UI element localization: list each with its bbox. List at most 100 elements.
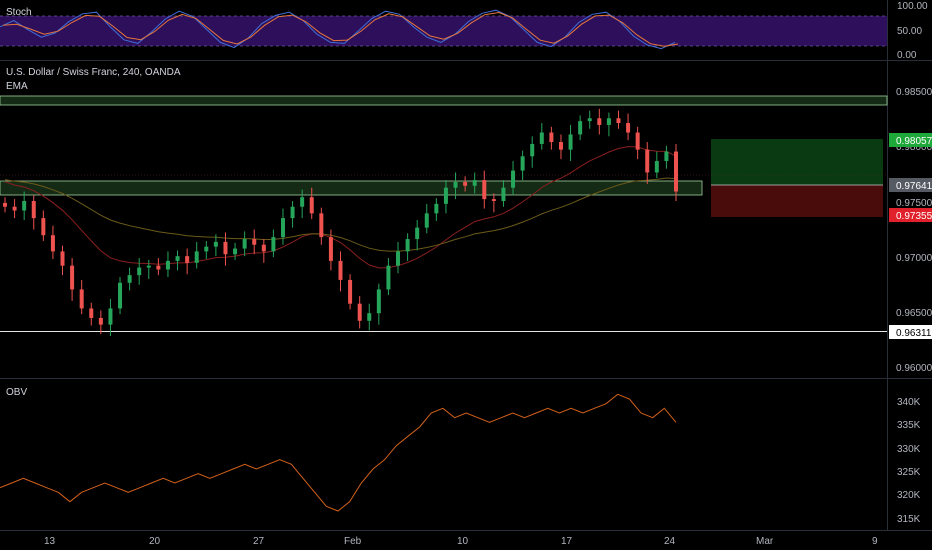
candle-body (252, 239, 257, 245)
candle-body (261, 244, 266, 252)
candle-body (606, 118, 611, 125)
stoch-scale-0: 0.00 (897, 50, 917, 61)
current-price-tag (889, 178, 932, 192)
obv-tick-2: 330K (897, 444, 921, 455)
stoch-panel[interactable]: Stoch 100.00 50.00 0.00 (0, 1, 928, 61)
candle-body (654, 161, 659, 173)
time-axis[interactable]: 13 20 27 Feb 10 17 24 Mar 9 (44, 536, 878, 547)
ema-line-fast (4, 146, 677, 269)
indicator-label: EMA (6, 81, 28, 92)
obv-tick-1: 335K (897, 420, 921, 431)
candle-body (70, 265, 75, 290)
stop-price-text: 0.97355 (896, 211, 932, 222)
x-tick-8: 9 (872, 536, 878, 547)
candle-body (194, 251, 199, 263)
stoch-title: Stoch (6, 7, 32, 18)
obv-panel[interactable]: OBV 340K 335K 330K 325K 320K 315K (0, 387, 921, 525)
candle-body (309, 197, 314, 214)
target-price-text: 0.98057 (896, 136, 932, 147)
candle-body (319, 213, 324, 238)
price-tick-2: 0.97500 (896, 198, 932, 209)
candle-body (616, 118, 621, 124)
candle-body (108, 308, 113, 325)
candle-body (204, 246, 209, 252)
target-zone[interactable] (711, 139, 883, 185)
main-title: U.S. Dollar / Swiss Franc, 240, OANDA (6, 67, 181, 78)
target-price-tag (889, 133, 932, 147)
candle-body (664, 151, 669, 162)
candle-body (645, 149, 650, 173)
candle-body (396, 251, 401, 266)
candle-body (233, 248, 238, 255)
candle-body (165, 260, 170, 270)
main-panel[interactable]: U.S. Dollar / Swiss Franc, 240, OANDA EM… (0, 67, 932, 374)
support-zone[interactable] (0, 180, 703, 196)
candle-body (348, 279, 353, 304)
candle-body (367, 313, 372, 321)
obv-title: OBV (6, 387, 27, 398)
candle-body (137, 267, 142, 276)
candle-body (558, 142, 563, 150)
candle-body (386, 265, 391, 290)
candle-body (578, 121, 583, 135)
price-tick-4: 0.96500 (896, 308, 932, 319)
candle-body (338, 260, 343, 280)
candle-body (118, 282, 123, 309)
candle-body (424, 213, 429, 228)
candle-body (60, 251, 65, 266)
candle-body (472, 180, 477, 186)
support-price-tag (889, 325, 932, 339)
candle-body (280, 218, 285, 238)
candle-body (3, 202, 7, 207)
candle-body (549, 132, 554, 143)
stoch-band (0, 16, 887, 46)
candle-body (587, 118, 592, 122)
panel-separators (0, 0, 932, 531)
candle-body (357, 303, 362, 321)
candle-body (453, 181, 458, 188)
candle-body (31, 201, 36, 219)
ema-line-slow (4, 177, 677, 252)
candle-body (443, 187, 448, 204)
candle-body (511, 170, 516, 188)
candle-body (520, 156, 525, 171)
candle-body (50, 235, 55, 252)
candle-body (79, 289, 84, 309)
stop-zone[interactable] (711, 185, 883, 217)
candle-body (41, 218, 46, 236)
candle-body (185, 256, 190, 263)
candle-body (415, 227, 420, 240)
support-price-text: 0.96311 (896, 328, 932, 339)
candle-body (482, 180, 487, 200)
candle-body (568, 134, 573, 150)
candle-body (674, 151, 678, 192)
stop-price-tag (889, 208, 932, 222)
x-tick-5: 17 (561, 536, 573, 547)
candle-body (127, 275, 132, 283)
candle-body (156, 265, 161, 270)
candle-body (405, 239, 410, 252)
x-tick-3: Feb (344, 536, 362, 547)
candle-body (213, 241, 218, 247)
candle-body (501, 187, 506, 201)
candle-body (22, 201, 27, 211)
candle-body (242, 239, 247, 249)
x-tick-7: Mar (756, 536, 774, 547)
candle-body (98, 317, 103, 325)
current-price-text: 0.97641 (896, 181, 932, 192)
price-tick-1: 0.98000 (896, 142, 932, 153)
candle-body (635, 132, 640, 150)
obv-line (0, 393, 677, 512)
candles[interactable] (3, 108, 678, 337)
candle-body (271, 237, 276, 252)
candle-body (300, 197, 305, 207)
resistance-zone[interactable] (0, 95, 888, 106)
candle-body (290, 206, 295, 219)
x-tick-2: 27 (253, 536, 265, 547)
obv-tick-5: 315K (897, 514, 921, 525)
candle-body (434, 203, 439, 214)
candle-body (146, 265, 151, 268)
candle-body (463, 181, 468, 186)
obv-tick-0: 340K (897, 397, 921, 408)
